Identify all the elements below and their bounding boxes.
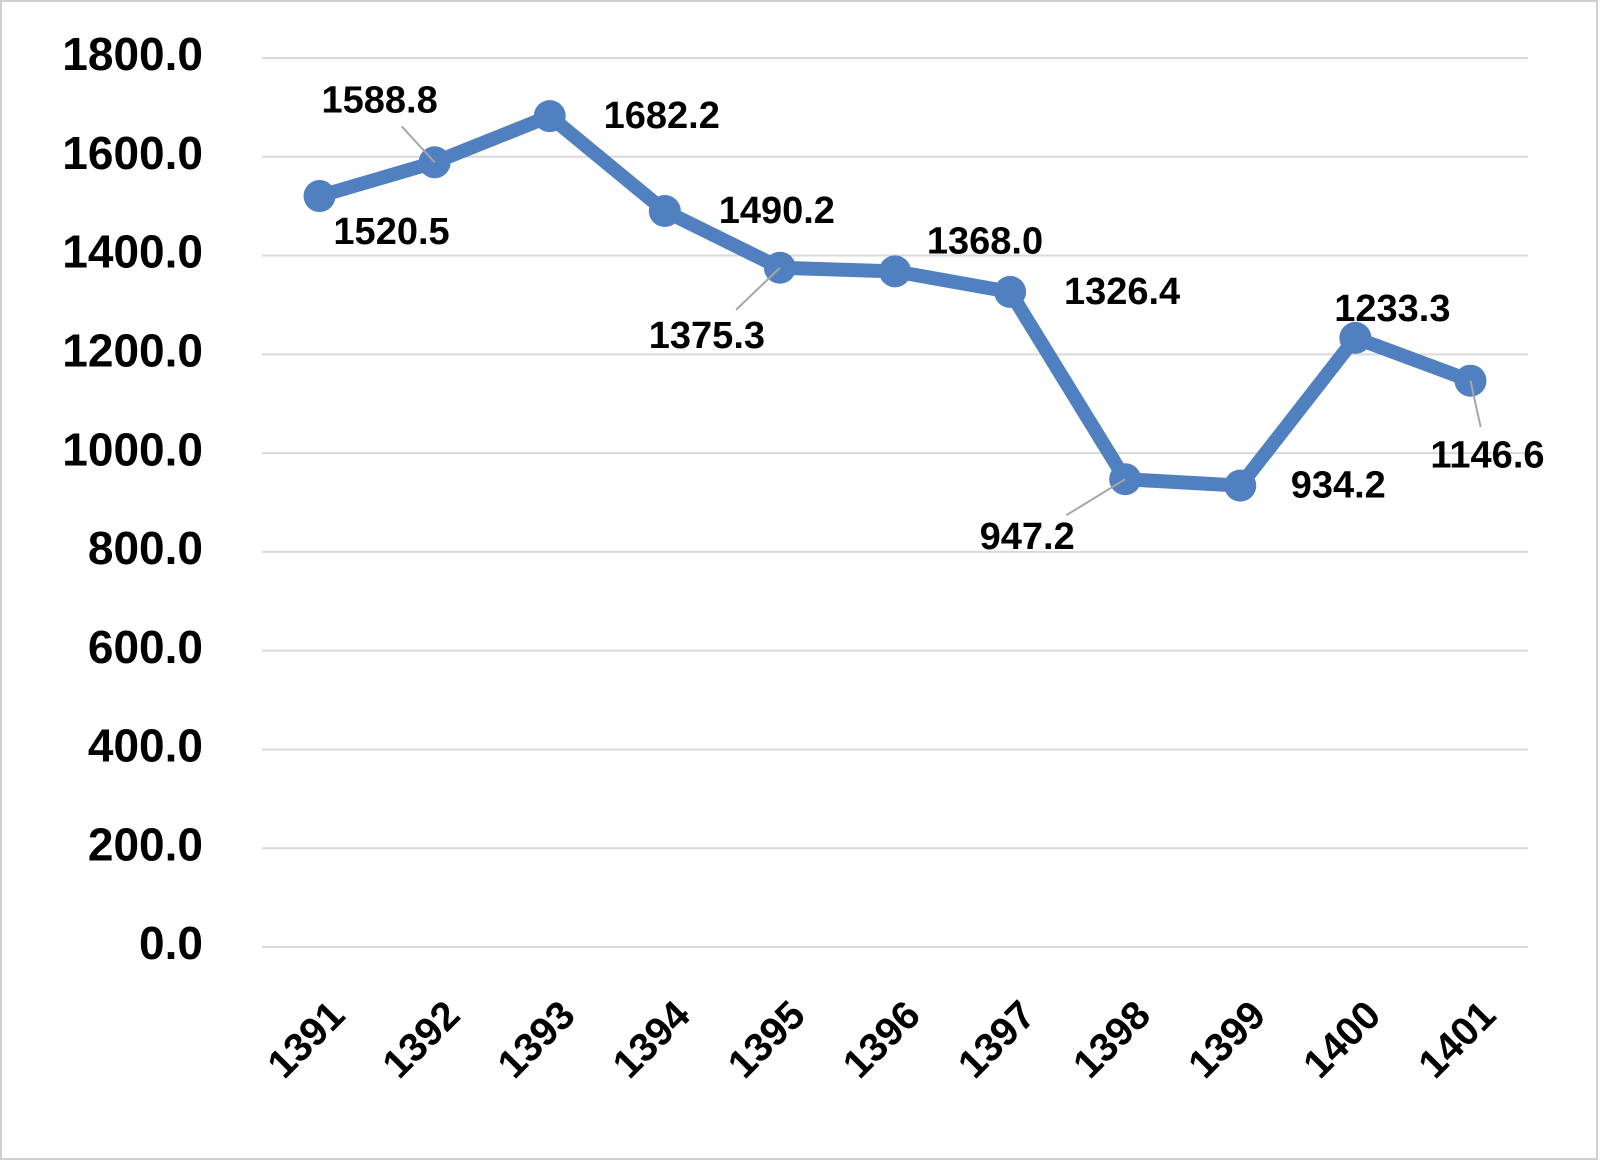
data-label: 1490.2 [719, 190, 835, 232]
y-tick-label: 400.0 [88, 720, 203, 772]
leader-line [1469, 380, 1482, 428]
y-tick-label: 1000.0 [62, 423, 203, 475]
data-label: 934.2 [1291, 465, 1386, 507]
leader-line [1065, 478, 1126, 517]
data-label: 1146.6 [1430, 435, 1544, 477]
marker [533, 100, 566, 133]
leader-line [400, 125, 436, 163]
leader-line [735, 267, 781, 311]
y-tick-label: 1600.0 [62, 127, 203, 179]
marker [1339, 321, 1372, 354]
y-tick-label: 0.0 [139, 917, 203, 969]
marker [303, 180, 336, 213]
data-label: 1233.3 [1334, 288, 1450, 330]
data-label: 1520.5 [333, 211, 449, 253]
data-label: 1588.8 [322, 79, 438, 121]
data-label: 947.2 [980, 516, 1075, 558]
data-label: 1368.0 [927, 220, 1043, 262]
data-label: 1326.4 [1064, 271, 1180, 313]
marker [879, 255, 911, 288]
marker [994, 275, 1027, 308]
marker [648, 195, 681, 228]
data-label: 1682.2 [604, 95, 720, 137]
data-label: 1375.3 [649, 315, 765, 357]
y-tick-label: 200.0 [88, 818, 203, 870]
marker [1224, 469, 1257, 502]
y-tick-label: 1200.0 [62, 324, 203, 376]
y-tick-label: 600.0 [88, 621, 203, 673]
y-tick-label: 800.0 [88, 522, 203, 574]
y-tick-label: 1400.0 [62, 226, 203, 278]
y-tick-label: 1800.0 [62, 28, 203, 80]
